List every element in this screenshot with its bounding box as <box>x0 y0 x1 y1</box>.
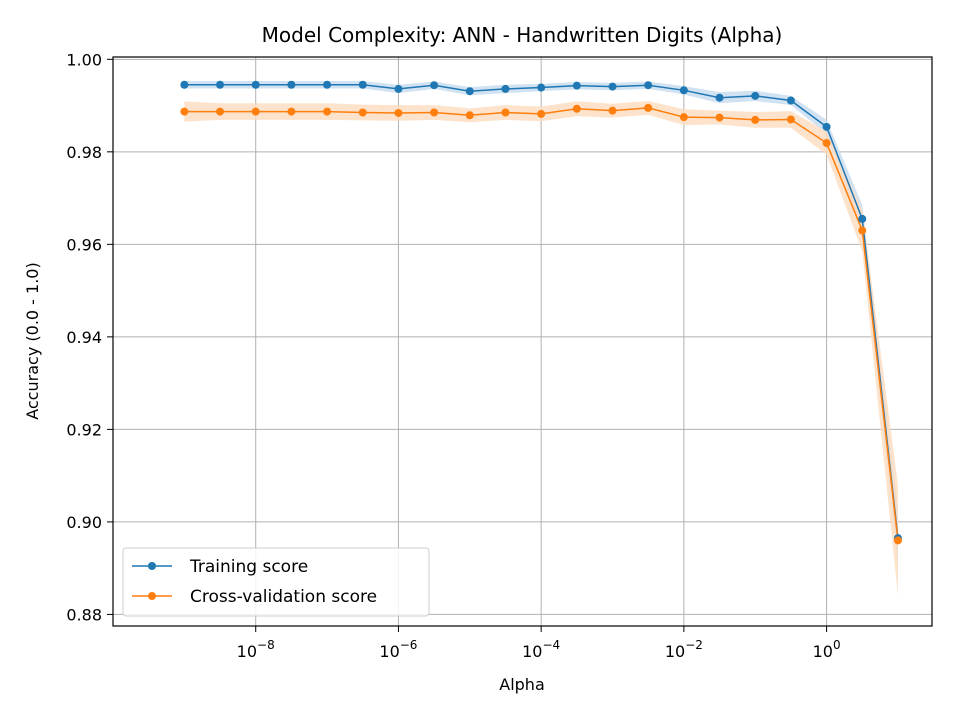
chart-title: Model Complexity: ANN - Handwritten Digi… <box>262 23 783 47</box>
data-point-series-0 <box>608 82 617 91</box>
data-point-series-1 <box>679 113 688 122</box>
data-point-series-0 <box>858 214 867 223</box>
legend: Training score Cross-validation score <box>122 547 430 617</box>
y-tick-label: 1.00 <box>66 50 102 69</box>
y-axis-label: Accuracy (0.0 - 1.0) <box>23 262 42 419</box>
x-tick-label: 10−6 <box>379 638 417 661</box>
legend-marker-training <box>148 562 156 570</box>
x-tick-label: 10−4 <box>522 638 560 661</box>
data-point-series-1 <box>430 108 439 117</box>
y-tick-label: 0.92 <box>66 420 102 439</box>
series-band-1 <box>184 100 898 596</box>
y-tick-label: 0.94 <box>66 328 102 347</box>
data-point-series-0 <box>751 91 760 100</box>
data-point-series-1 <box>216 107 225 116</box>
legend-label-training: Training score <box>189 557 308 577</box>
data-point-series-0 <box>358 80 367 89</box>
data-point-series-1 <box>251 107 260 116</box>
data-point-series-0 <box>430 81 439 90</box>
x-tick-label: 10−8 <box>237 638 275 661</box>
plot-frame <box>112 56 933 627</box>
grid <box>113 57 932 626</box>
y-tick-label: 0.88 <box>66 605 102 624</box>
data-point-series-1 <box>501 108 510 117</box>
data-point-series-1 <box>715 113 724 122</box>
data-point-series-0 <box>287 80 296 89</box>
data-point-series-0 <box>251 80 260 89</box>
data-point-series-1 <box>608 106 617 115</box>
data-point-series-1 <box>358 108 367 117</box>
data-point-series-1 <box>537 109 546 118</box>
data-point-series-0 <box>715 93 724 102</box>
x-tick-label: 10−2 <box>665 638 703 661</box>
data-point-series-0 <box>501 84 510 93</box>
data-point-series-1 <box>822 139 831 148</box>
data-point-series-1 <box>394 108 403 117</box>
data-point-series-0 <box>465 87 474 96</box>
data-point-series-1 <box>644 103 653 112</box>
data-point-series-0 <box>323 80 332 89</box>
x-axis-ticks: 10−8 10−6 10−4 10−2 100 <box>237 626 841 661</box>
data-point-series-1 <box>786 115 795 124</box>
y-tick-label: 0.98 <box>66 143 102 162</box>
y-axis-ticks: 0.88 0.90 0.92 0.94 0.96 0.98 1.00 <box>66 50 113 624</box>
data-point-series-1 <box>180 107 189 116</box>
data-point-series-0 <box>216 80 225 89</box>
data-point-series-0 <box>786 96 795 105</box>
x-axis-label: Alpha <box>499 675 545 694</box>
data-point-series-1 <box>287 107 296 116</box>
data-point-series-0 <box>679 86 688 95</box>
data-point-series-0 <box>822 122 831 131</box>
data-point-series-0 <box>537 83 546 92</box>
data-point-series-1 <box>893 536 902 545</box>
data-point-series-0 <box>572 81 581 90</box>
y-tick-label: 0.96 <box>66 235 102 254</box>
data-point-series-1 <box>751 115 760 124</box>
data-point-series-1 <box>572 104 581 113</box>
legend-label-cross-validation: Cross-validation score <box>190 587 377 607</box>
x-tick-label: 100 <box>813 638 841 661</box>
series-points <box>180 80 902 545</box>
data-point-series-1 <box>465 111 474 120</box>
data-point-series-1 <box>323 107 332 116</box>
y-tick-label: 0.90 <box>66 513 102 532</box>
legend-marker-cross-validation <box>148 592 156 600</box>
legend-box <box>122 547 430 617</box>
data-point-series-0 <box>180 80 189 89</box>
data-point-series-1 <box>858 226 867 235</box>
data-point-series-0 <box>644 81 653 90</box>
data-point-series-0 <box>394 84 403 93</box>
